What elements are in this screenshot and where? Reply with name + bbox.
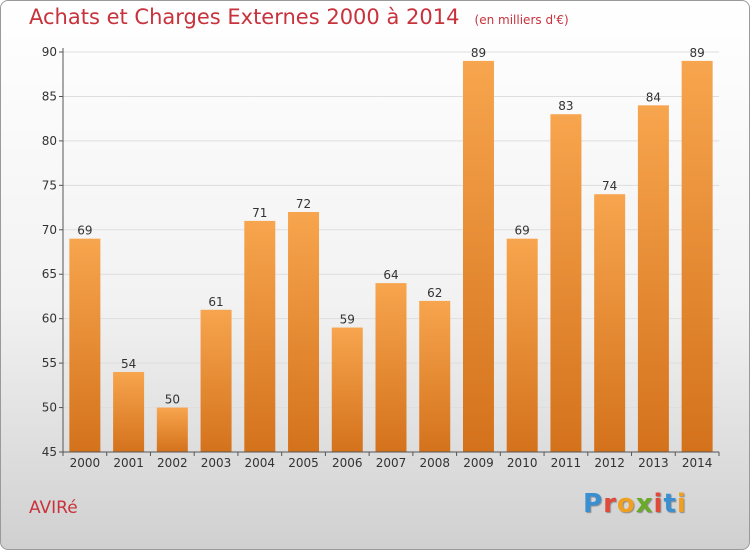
y-tick-label: 80 [42, 134, 57, 148]
y-tick-label: 45 [42, 445, 57, 459]
x-tick-label-2009: 2009 [463, 456, 494, 470]
x-tick-label-2006: 2006 [332, 456, 363, 470]
y-tick-label: 85 [42, 89, 57, 103]
data-label-2010: 69 [515, 224, 530, 238]
logo-letter: i [653, 489, 664, 519]
bar-2010[interactable] [506, 238, 538, 452]
x-tick-label-2002: 2002 [157, 456, 188, 470]
x-tick-label-2005: 2005 [288, 456, 319, 470]
y-tick-label: 70 [42, 223, 57, 237]
x-tick-label-2014: 2014 [682, 456, 713, 470]
bar-2014[interactable] [681, 60, 713, 453]
bar-2005[interactable] [288, 212, 320, 452]
data-label-2000: 69 [77, 224, 92, 238]
data-label-2007: 64 [383, 268, 398, 282]
bar-2008[interactable] [419, 300, 451, 452]
data-label-2006: 59 [340, 313, 355, 327]
x-tick-label-2000: 2000 [70, 456, 101, 470]
bar-2002[interactable] [156, 407, 188, 452]
title-text: Achats et Charges Externes 2000 à 2014 [29, 5, 460, 29]
bar-2003[interactable] [200, 309, 232, 452]
x-tick-label-2008: 2008 [419, 456, 450, 470]
data-label-2004: 71 [252, 206, 267, 220]
data-label-2013: 84 [646, 90, 661, 104]
proxiti-logo[interactable]: Proxiti [583, 489, 687, 519]
x-tick-label-2010: 2010 [507, 456, 538, 470]
unit-label: (en milliers d'€) [474, 13, 569, 27]
x-tick-label-2007: 2007 [376, 456, 407, 470]
chart-title: Achats et Charges Externes 2000 à 2014 (… [29, 5, 569, 29]
logo-letter: x [635, 489, 654, 519]
data-label-2008: 62 [427, 286, 442, 300]
bar-2009[interactable] [462, 60, 494, 453]
y-tick-label: 50 [42, 401, 57, 415]
data-label-2003: 61 [208, 295, 223, 309]
data-label-2002: 50 [165, 393, 180, 407]
bar-2001[interactable] [113, 372, 145, 452]
bar-2013[interactable] [637, 105, 669, 452]
bar-2007[interactable] [375, 283, 407, 452]
bar-2000[interactable] [69, 238, 101, 452]
x-tick-label-2003: 2003 [201, 456, 232, 470]
y-tick-label: 65 [42, 267, 57, 281]
logo-letter: o [616, 489, 636, 519]
y-tick-label: 55 [42, 356, 57, 370]
logo-letter: P [583, 489, 604, 519]
data-label-2012: 74 [602, 179, 617, 193]
y-tick-label: 90 [42, 45, 57, 59]
x-tick-label-2001: 2001 [113, 456, 144, 470]
logo-letter: r [603, 489, 617, 519]
data-label-2001: 54 [121, 357, 136, 371]
y-tick-label: 75 [42, 178, 57, 192]
logo-letter: t [663, 489, 677, 519]
bar-2004[interactable] [244, 220, 276, 452]
data-label-2011: 83 [558, 99, 573, 113]
y-tick-label: 60 [42, 312, 57, 326]
x-tick-label-2011: 2011 [551, 456, 582, 470]
x-tick-label-2004: 2004 [245, 456, 276, 470]
bar-2012[interactable] [594, 194, 626, 452]
logo-letter: i [676, 489, 687, 519]
bar-2011[interactable] [550, 114, 582, 452]
bar-2006[interactable] [331, 327, 363, 452]
x-tick-label-2013: 2013 [638, 456, 669, 470]
data-label-2009: 89 [471, 46, 486, 60]
data-label-2014: 89 [689, 46, 704, 60]
x-tick-label-2012: 2012 [594, 456, 625, 470]
data-label-2005: 72 [296, 197, 311, 211]
place-name: AVIRé [29, 498, 78, 518]
